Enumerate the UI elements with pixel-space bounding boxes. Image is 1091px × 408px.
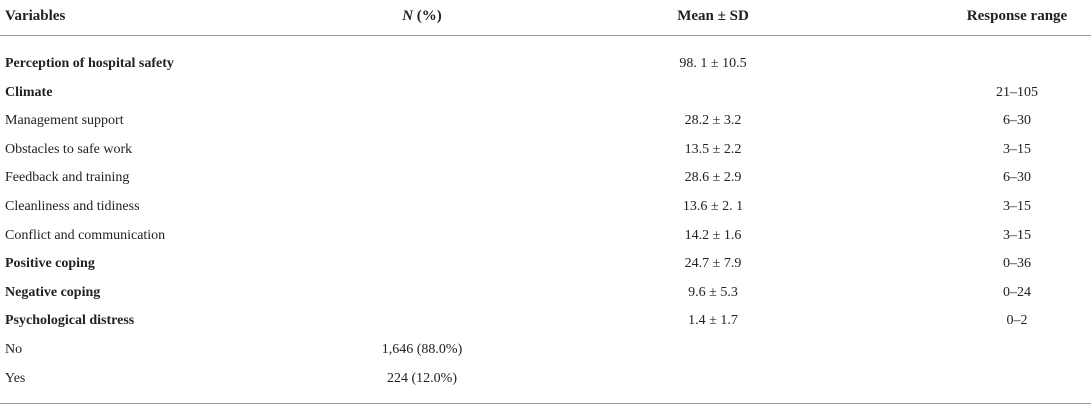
row-label: Yes [5, 370, 26, 386]
header-rule [0, 35, 1091, 36]
table-cell: 24.7 ± 7.9 [684, 256, 742, 272]
header-italic: N [402, 8, 414, 24]
header-cell: Variables [5, 7, 65, 25]
table-cell: 14.2 ± 1.6 [684, 227, 742, 243]
table-cell: 1.4 ± 1.7 [688, 313, 738, 329]
header-text: Response range [966, 8, 1068, 24]
row-label: Management support [5, 113, 124, 129]
table-cell: 6–30 [1003, 113, 1031, 129]
table-cell: 9.6 ± 5.3 [688, 284, 738, 300]
table-cell: 3–15 [1003, 199, 1031, 214]
row-label: Climate [5, 84, 53, 100]
table-cell: 98. 1 ± 10.5 [679, 56, 747, 71]
header-text: Mean ± SD [677, 8, 749, 24]
table-cell: 3–15 [1003, 141, 1031, 157]
table-cell: 28.6 ± 2.9 [684, 170, 742, 186]
row-label: Positive coping [5, 256, 95, 272]
table-cell: 13.6 ± 2. 1 [682, 199, 744, 214]
table-cell: 0–24 [1003, 284, 1031, 300]
table-cell: 13.5 ± 2.2 [684, 141, 742, 157]
table-cell: 6–30 [1003, 170, 1031, 186]
table-cell: 0–36 [1003, 256, 1031, 272]
table-cell: 28.2 ± 3.2 [684, 113, 742, 129]
row-label: Conflict and communication [5, 227, 166, 243]
row-label: Obstacles to safe work [5, 141, 133, 157]
table-cell: 224 (12.0%) [387, 370, 457, 386]
row-label: Cleanliness and tidiness [5, 199, 140, 214]
row-label: Psychological distress [5, 313, 135, 329]
row-label: Perception of hospital safety [5, 56, 174, 71]
bottom-rule [0, 403, 1091, 404]
header-text: (%) [413, 8, 442, 24]
row-label: Negative coping [5, 284, 101, 300]
table-cell: 0–2 [1006, 313, 1028, 329]
table-cell: 1,646 (88.0%) [381, 342, 463, 357]
header-cell: Response range [967, 7, 1067, 25]
table-cell: 3–15 [1003, 227, 1031, 243]
header-cell: Mean ± SD [677, 7, 749, 25]
header-cell: N (%) [402, 7, 442, 25]
table-cell: 21–105 [996, 84, 1038, 100]
row-label: Feedback and training [5, 170, 130, 186]
row-label: No [5, 342, 23, 357]
header-text: Variables [5, 8, 66, 24]
